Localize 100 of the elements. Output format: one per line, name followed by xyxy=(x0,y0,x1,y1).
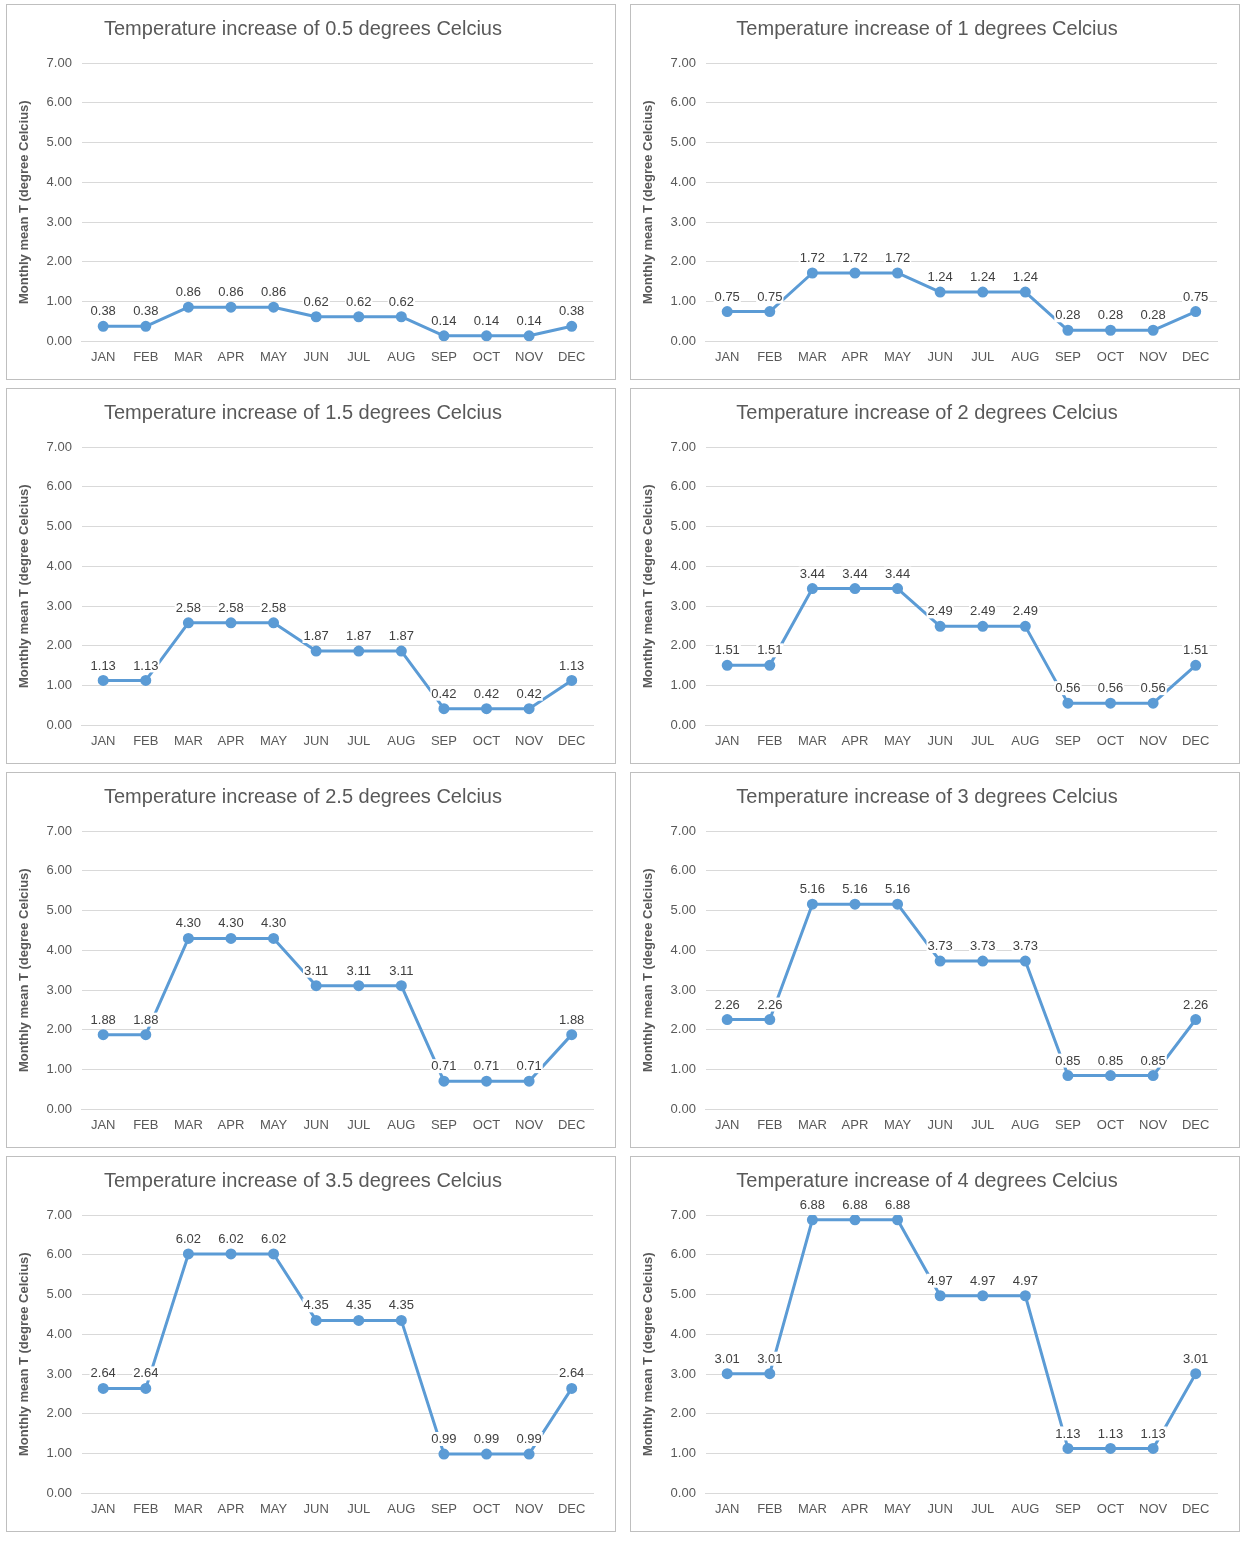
data-label: 2.58 xyxy=(218,599,244,615)
y-tick-label: 1.00 xyxy=(670,677,696,693)
y-tick-label: 7.00 xyxy=(670,54,696,70)
x-tick-label: SEP xyxy=(430,348,457,364)
point xyxy=(395,645,407,657)
data-label: 3.11 xyxy=(389,962,414,978)
point xyxy=(310,1314,322,1326)
y-tick-label: 7.00 xyxy=(46,54,72,70)
x-tick-label: MAR xyxy=(173,1116,203,1132)
x-tick-label: FEB xyxy=(757,1500,783,1516)
y-tick-label: 1.00 xyxy=(46,677,72,693)
x-tick-label: OCT xyxy=(1096,1500,1125,1516)
y-tick-label: 1.00 xyxy=(670,1445,696,1461)
data-label: 1.13 xyxy=(559,657,585,673)
data-label: 1.51 xyxy=(1183,642,1209,658)
x-tick-label: OCT xyxy=(472,732,501,748)
point xyxy=(225,617,237,629)
point xyxy=(353,980,365,992)
y-tick-label: 4.00 xyxy=(670,941,696,957)
data-label: 3.44 xyxy=(799,565,826,581)
y-tick-label: 0.00 xyxy=(670,716,696,732)
x-tick-label: DEC xyxy=(557,1500,586,1516)
x-tick-label: AUG xyxy=(1011,1116,1040,1132)
y-tick-label: 4.00 xyxy=(46,557,72,573)
y-tick-label: 0.00 xyxy=(46,716,72,732)
data-label: 1.24 xyxy=(927,269,953,285)
y-tick-label: 6.00 xyxy=(46,1246,72,1262)
data-label: 1.88 xyxy=(90,1011,116,1027)
point xyxy=(977,286,989,298)
point xyxy=(1190,659,1202,671)
data-label: 4.97 xyxy=(970,1272,996,1288)
chart-title: Temperature increase of 1 degrees Celcius xyxy=(736,16,1118,39)
data-label: 1.13 xyxy=(1055,1425,1081,1441)
x-tick-label: MAR xyxy=(173,732,203,748)
y-tick-label: 1.00 xyxy=(46,1061,72,1077)
data-label: 3.01 xyxy=(714,1350,740,1366)
x-tick-label: AUG xyxy=(387,732,416,748)
point xyxy=(849,583,861,595)
y-tick-label: 2.00 xyxy=(670,1405,696,1421)
point xyxy=(1105,1070,1117,1082)
point xyxy=(764,659,776,671)
data-label: 0.75 xyxy=(714,288,740,304)
point xyxy=(268,1248,280,1260)
point xyxy=(1019,286,1031,298)
data-label: 0.99 xyxy=(516,1431,542,1447)
point xyxy=(1190,1014,1202,1026)
y-tick-label: 7.00 xyxy=(46,438,72,454)
data-label: 0.14 xyxy=(516,312,542,328)
data-label: 2.26 xyxy=(757,996,783,1012)
x-tick-label: JAN xyxy=(714,1500,740,1516)
x-tick-label: MAY xyxy=(259,732,288,748)
data-label: 3.73 xyxy=(970,938,996,954)
point xyxy=(182,932,194,944)
data-label: 1.88 xyxy=(133,1011,159,1027)
y-tick-label: 6.00 xyxy=(46,862,72,878)
point xyxy=(977,620,989,632)
data-label: 3.73 xyxy=(1012,938,1038,954)
data-label: 1.87 xyxy=(303,628,329,644)
data-label: 6.88 xyxy=(842,1196,868,1212)
y-tick-label: 2.00 xyxy=(46,1021,72,1037)
x-tick-label: AUG xyxy=(1011,732,1040,748)
data-label: 0.62 xyxy=(388,293,414,309)
data-label: 0.71 xyxy=(431,1058,457,1074)
point xyxy=(721,659,733,671)
x-tick-label: MAY xyxy=(259,1116,288,1132)
point xyxy=(1019,620,1031,632)
data-label: 0.85 xyxy=(1140,1052,1166,1068)
point xyxy=(1190,306,1202,318)
x-tick-label: OCT xyxy=(472,348,501,364)
x-tick-label: AUG xyxy=(387,1500,416,1516)
x-tick-label: AUG xyxy=(1011,1500,1040,1516)
data-label: 1.24 xyxy=(1012,269,1038,285)
data-label: 0.14 xyxy=(473,312,500,328)
x-tick-label: NOV xyxy=(515,348,544,364)
y-axis-title: Monthly mean T (degree Celcius) xyxy=(640,868,656,1073)
y-tick-label: 3.00 xyxy=(46,1365,72,1381)
y-axis-title: Monthly mean T (degree Celcius) xyxy=(16,484,32,689)
point xyxy=(310,980,322,992)
x-tick-label: AUG xyxy=(1011,348,1040,364)
y-tick-label: 6.00 xyxy=(670,478,696,494)
data-label: 2.64 xyxy=(133,1365,159,1381)
y-tick-label: 2.00 xyxy=(670,637,696,653)
y-tick-label: 5.00 xyxy=(670,902,696,918)
x-tick-label: APR xyxy=(217,1116,245,1132)
point xyxy=(1062,1442,1074,1454)
point xyxy=(310,311,322,323)
data-label: 0.99 xyxy=(473,1431,500,1447)
x-tick-label: DEC xyxy=(1181,1116,1210,1132)
x-tick-label: JUL xyxy=(347,348,371,364)
y-tick-label: 0.00 xyxy=(46,1484,72,1500)
data-label: 1.13 xyxy=(1097,1425,1124,1441)
data-label: 1.13 xyxy=(90,657,116,673)
data-label: 0.38 xyxy=(559,303,585,319)
x-tick-label: JAN xyxy=(90,348,116,364)
data-label: 2.58 xyxy=(260,599,287,615)
data-label: 0.38 xyxy=(133,303,159,319)
data-label: 0.28 xyxy=(1055,307,1081,323)
y-tick-label: 4.00 xyxy=(46,173,72,189)
y-tick-label: 2.00 xyxy=(46,1405,72,1421)
y-tick-label: 2.00 xyxy=(670,1021,696,1037)
